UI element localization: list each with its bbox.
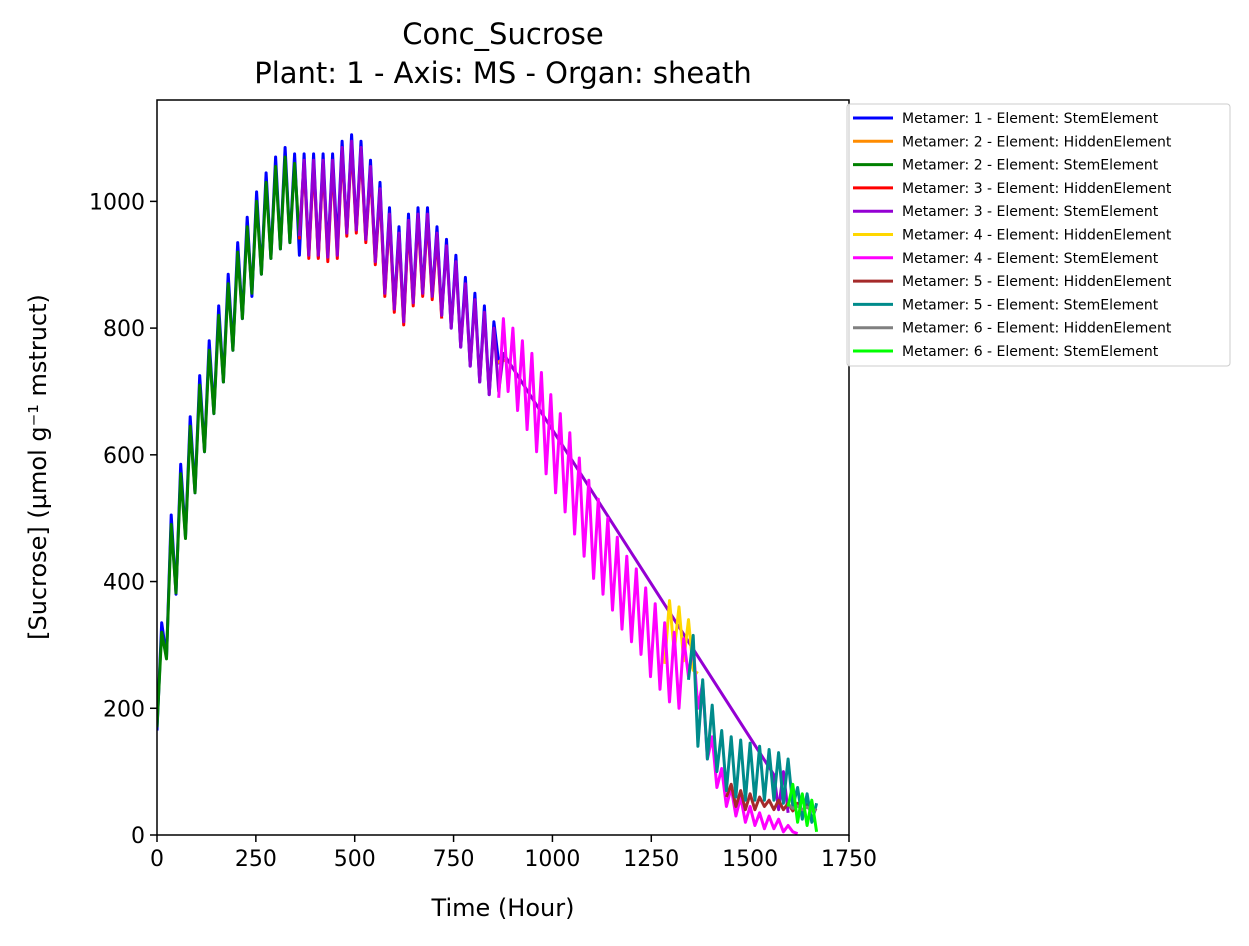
y-tick-label: 200 xyxy=(103,697,145,722)
legend-label-9: Metamer: 5 - Element: StemElement xyxy=(902,297,1159,313)
x-axis: 0 250 500 750 1000 1250 1500 1750 xyxy=(150,835,877,872)
y-tick-label: 1000 xyxy=(89,190,145,215)
legend-label-1: Metamer: 1 - Element: StemElement xyxy=(902,111,1159,127)
x-tick-label: 500 xyxy=(334,847,376,872)
x-tick-label: 1500 xyxy=(722,847,778,872)
y-tick-label: 800 xyxy=(103,317,145,342)
x-tick-label: 0 xyxy=(150,847,164,872)
series-line-5 xyxy=(297,139,790,813)
series-line-7 xyxy=(497,317,799,835)
x-tick-label: 750 xyxy=(433,847,475,872)
x-tick-label: 1000 xyxy=(524,847,580,872)
legend-label-11: Metamer: 6 - Element: StemElement xyxy=(902,344,1159,360)
series-line-6 xyxy=(663,599,699,675)
legend-label-6: Metamer: 4 - Element: HiddenElement xyxy=(902,228,1172,244)
x-tick-label: 1750 xyxy=(821,847,877,872)
y-axis-label: [Sucrose] (µmol g⁻¹ mstruct) xyxy=(24,294,52,640)
legend-label-8: Metamer: 5 - Element: HiddenElement xyxy=(902,274,1172,290)
y-axis: 0 200 400 600 800 1000 xyxy=(89,190,157,849)
legend-label-5: Metamer: 3 - Element: StemElement xyxy=(902,204,1159,220)
y-tick-label: 0 xyxy=(131,824,145,849)
y-tick-label: 600 xyxy=(103,444,145,469)
series-line-9 xyxy=(687,633,819,824)
y-tick-label: 400 xyxy=(103,571,145,596)
series-layer xyxy=(157,133,819,835)
x-tick-label: 1250 xyxy=(623,847,679,872)
legend-label-2: Metamer: 2 - Element: HiddenElement xyxy=(902,134,1172,150)
legend-label-3: Metamer: 2 - Element: StemElement xyxy=(902,158,1159,174)
plot-frame xyxy=(156,99,850,836)
legend-label-4: Metamer: 3 - Element: HiddenElement xyxy=(902,181,1172,197)
legend-label-10: Metamer: 6 - Element: HiddenElement xyxy=(902,321,1172,337)
x-tick-label: 250 xyxy=(235,847,277,872)
x-axis-label: Time (Hour) xyxy=(431,894,575,922)
series-line-10 xyxy=(787,803,817,813)
legend: Metamer: 1 - Element: StemElement Metamer… xyxy=(846,103,1231,367)
legend-label-7: Metamer: 4 - Element: StemElement xyxy=(902,251,1159,267)
chart-subtitle: Plant: 1 - Axis: MS - Organ: sheath xyxy=(254,56,752,90)
chart-title: Conc_Sucrose xyxy=(402,17,604,51)
legend-box xyxy=(846,103,1231,367)
series-line-11 xyxy=(786,782,819,833)
series-line-3 xyxy=(157,155,301,728)
